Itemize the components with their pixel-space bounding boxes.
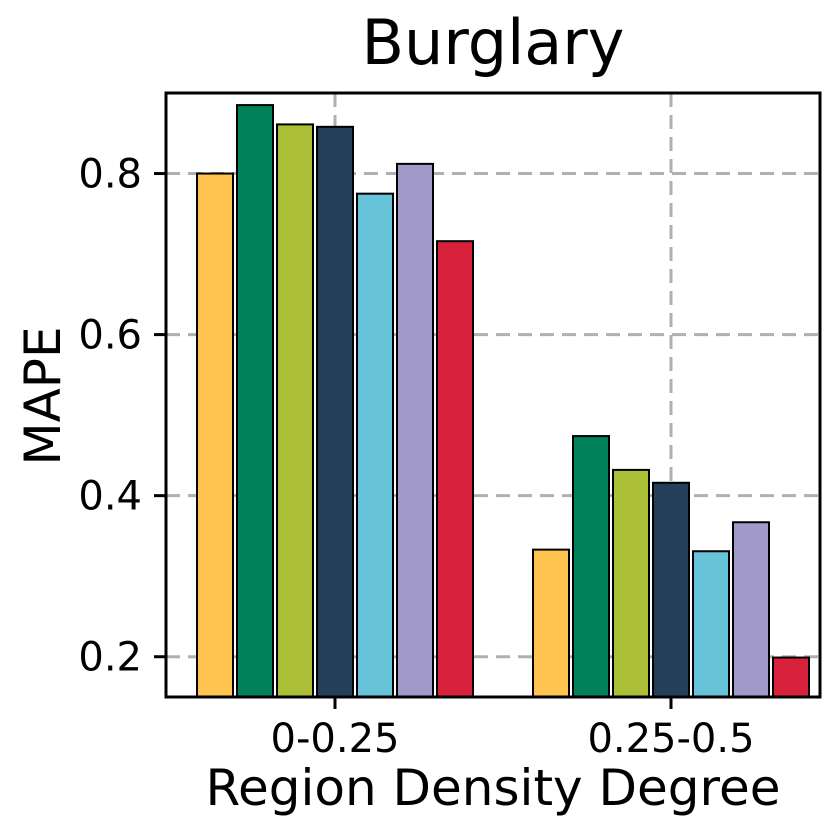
bar [572, 435, 610, 698]
bar [612, 468, 650, 698]
bar [396, 162, 434, 699]
y-tick-label: 0.8 [78, 152, 142, 198]
axis-ticks: 0.2 0.4 0.6 0.8 0-0.25 0.25-0.5 [78, 152, 754, 762]
bar [196, 172, 234, 699]
bars [196, 104, 810, 699]
bar [652, 481, 690, 699]
y-tick-label: 0.6 [78, 313, 142, 359]
y-tick-label: 0.4 [78, 474, 142, 520]
bar [532, 548, 570, 699]
bar [236, 104, 274, 698]
bar [316, 125, 354, 699]
bar [692, 550, 730, 699]
bar [732, 521, 770, 699]
x-tick-label: 0-0.25 [271, 716, 400, 762]
y-tick-label: 0.2 [78, 635, 142, 681]
bar [772, 656, 810, 699]
bar [276, 123, 314, 698]
plot-frame [164, 91, 822, 699]
x-axis-label: Region Density Degree [205, 759, 780, 817]
x-tick-label: 0.25-0.5 [587, 716, 754, 762]
bar [356, 192, 394, 699]
bar [436, 240, 474, 698]
y-axis-label: MAPE [14, 326, 72, 465]
chart-title: Burglary [362, 6, 625, 79]
